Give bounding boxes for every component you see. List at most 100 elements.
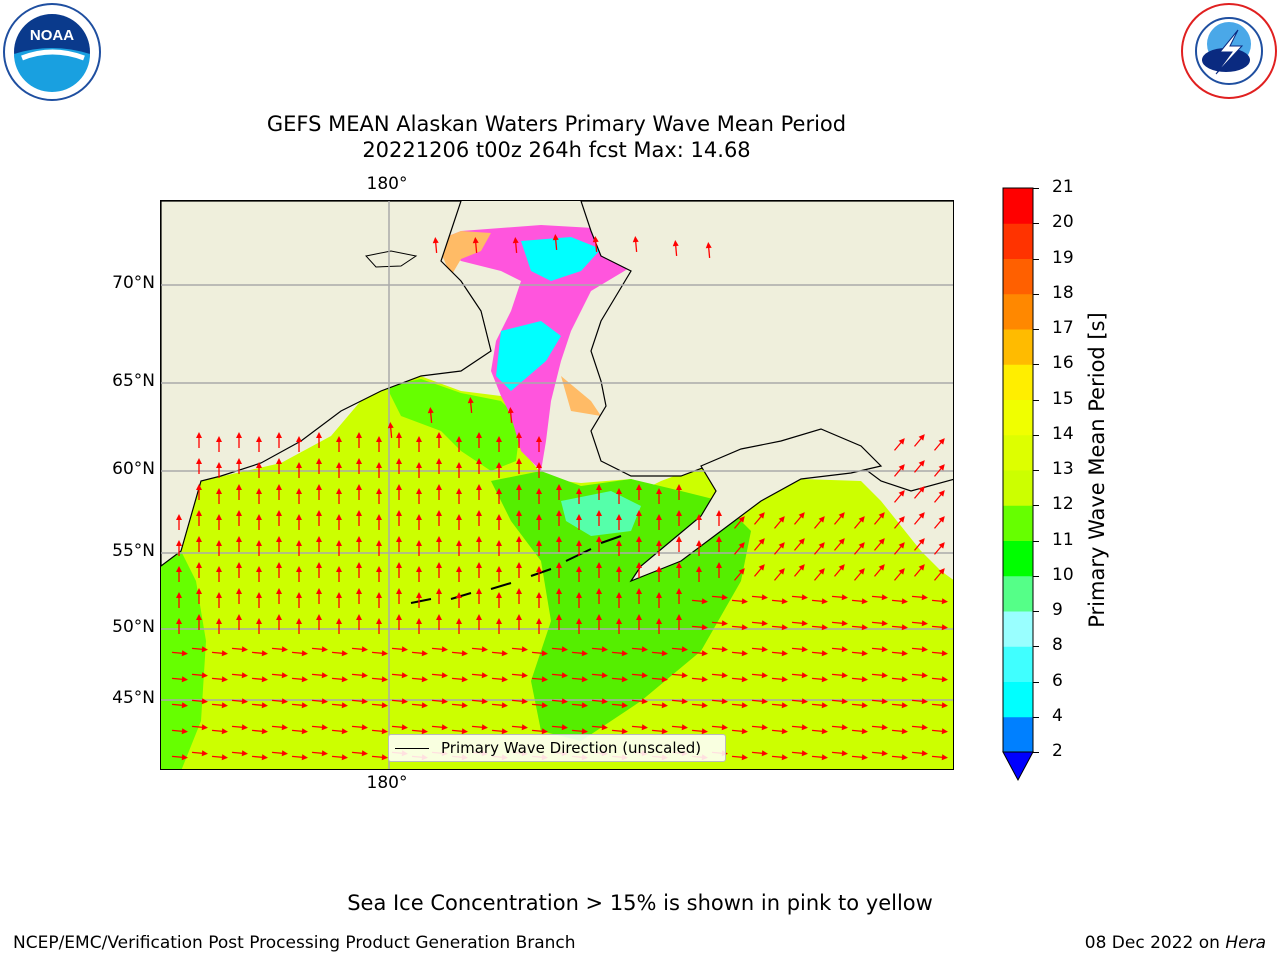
wave-arrow [552,234,559,251]
wave-arrow [296,462,302,478]
wave-arrow [754,564,765,577]
wave-arrow [396,484,402,500]
wave-arrow [696,540,702,556]
wave-arrow [831,724,848,731]
wave-arrow [914,564,925,577]
colorbar-segment [1003,329,1033,365]
wave-arrow [871,750,888,757]
wave-arrow [934,464,945,477]
wave-arrow [351,698,368,705]
wave-arrow [571,728,588,735]
colorbar-segment [1003,434,1033,471]
wave-arrow [291,728,308,735]
wave-arrow [451,650,468,657]
wave-arrow [894,516,905,529]
wave-arrow [592,236,599,253]
wave-arrow [791,646,808,653]
wave-arrow [376,540,382,556]
wave-arrow [356,484,362,500]
wave-arrow [336,566,342,582]
wave-arrow [556,588,562,604]
wave-arrow [296,540,302,556]
colorbar-tick-mark [1033,329,1039,330]
wave-arrow [636,510,642,526]
wave-arrow [831,646,848,653]
colorbar-tick-label: 17 [1052,318,1074,338]
wave-arrow [774,568,785,581]
wave-arrow [891,754,908,761]
wave-arrow [291,650,308,657]
wave-arrow [774,516,785,529]
wave-arrow [696,566,702,582]
wave-arrow [754,512,765,525]
wave-arrow [934,490,945,503]
wave-arrow [416,514,422,530]
wave-arrow [791,750,808,757]
wave-arrow [276,536,282,552]
wave-arrow [431,646,448,653]
wave-arrow [551,698,568,705]
colorbar-segment [1003,611,1033,647]
wave-arrow [771,650,788,657]
wave-arrow [671,724,688,731]
wave-arrow [611,650,628,657]
wave-arrow [331,702,348,709]
wave-arrow [176,566,182,582]
wave-arrow [591,672,608,679]
wave-arrow [751,724,768,731]
wave-direction-arrows [171,234,948,761]
wave-arrow [831,698,848,705]
wave-arrow [851,754,868,761]
wave-arrow [874,512,885,525]
wave-arrow [536,514,542,530]
wave-arrow [651,728,668,735]
colorbar-tick-mark [1033,646,1039,648]
wave-arrow [331,676,348,683]
wave-arrow [512,237,519,254]
wave-arrow [476,562,482,578]
wave-arrow [616,592,622,608]
wave-arrow [616,488,622,504]
wave-arrow [871,594,888,601]
wave-arrow [851,676,868,683]
wave-arrow [934,542,945,555]
wave-arrow [496,566,502,582]
wave-arrow [751,594,768,601]
wave-arrow [811,624,828,631]
wave-arrow [271,672,288,679]
wave-arrow [751,620,768,627]
wave-arrow [376,566,382,582]
wave-arrow [636,536,642,552]
wave-arrow [814,516,825,529]
wave-arrow [316,562,322,578]
wave-arrow [351,724,368,731]
colorbar-tick-mark [1033,293,1039,295]
wave-arrow [296,592,302,608]
wave-arrow [516,536,522,552]
wave-arrow [931,624,948,631]
wave-arrow [691,676,708,683]
wave-arrow [576,592,582,608]
wave-arrow [351,646,368,653]
wave-arrow [511,698,528,705]
wave-arrow [914,460,925,473]
wave-arrow [636,484,642,500]
colorbar-tick-mark [1033,752,1039,753]
wave-arrow [691,624,708,631]
colorbar-segment [1003,364,1033,400]
wave-arrow [411,728,428,735]
wave-arrow [271,646,288,653]
wave-arrow [476,510,482,526]
wave-arrow [834,538,845,551]
wave-arrow [734,568,745,581]
wave-arrow [356,562,362,578]
wave-arrow [436,432,442,448]
wave-arrow [296,488,302,504]
wave-arrow [691,702,708,709]
wave-arrow [711,594,728,601]
wave-arrow [811,598,828,605]
wave-arrow [396,432,402,448]
wave-arrow [811,676,828,683]
colorbar-tick-label: 18 [1052,282,1074,303]
wave-arrow [411,676,428,683]
